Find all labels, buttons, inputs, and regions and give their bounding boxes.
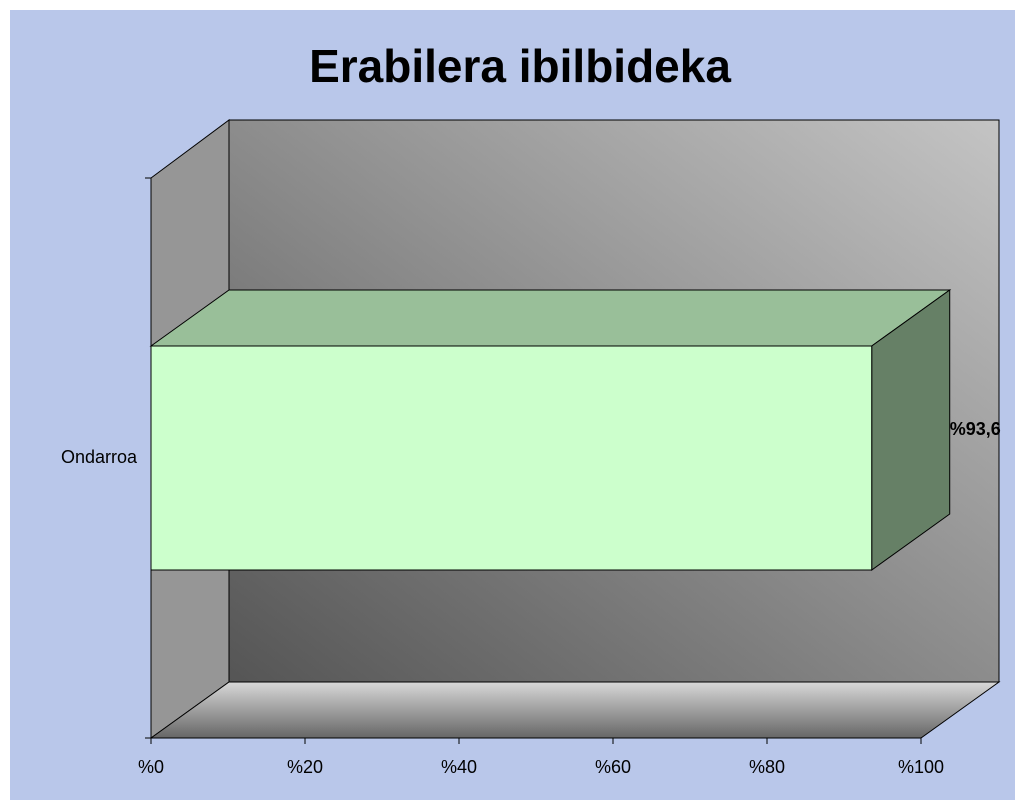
floor: [149, 681, 1001, 739]
x-tick-label: %100: [898, 757, 944, 777]
chart-title: Erabilera ibilbideka: [309, 40, 731, 92]
x-tick-label: %40: [441, 757, 477, 777]
y-tick-label: Ondarroa: [61, 447, 138, 467]
x-tick-label: %60: [595, 757, 631, 777]
bar-top: [149, 289, 952, 347]
x-tick-label: %20: [287, 757, 323, 777]
x-tick-label: %80: [749, 757, 785, 777]
bar: [150, 345, 873, 571]
x-tick-label: %0: [138, 757, 164, 777]
value-label: %93,6: [950, 419, 1001, 439]
